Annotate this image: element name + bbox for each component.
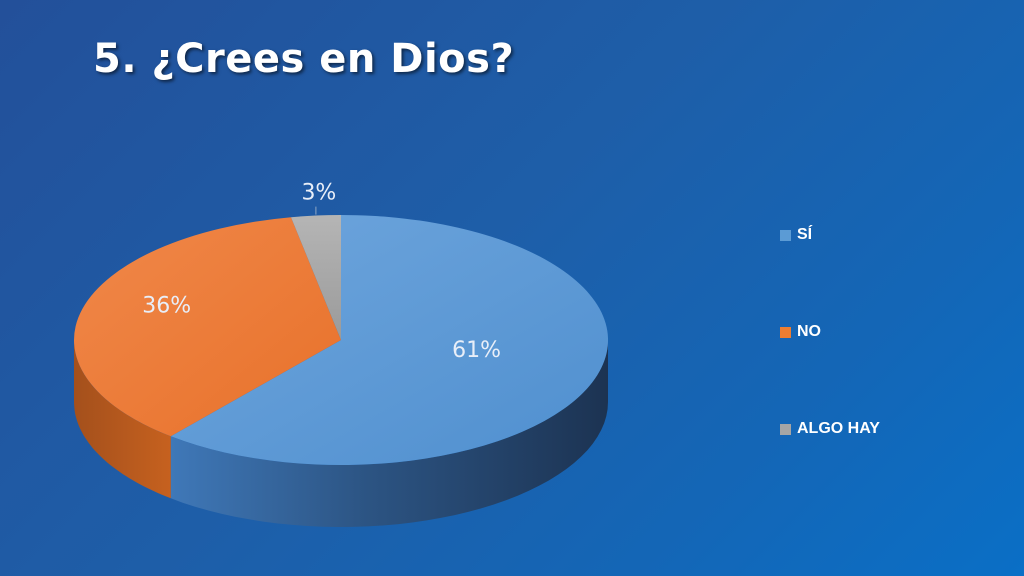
legend-item-no: NO: [780, 323, 821, 341]
slide-title: 5. ¿Crees en Dios?: [93, 36, 515, 82]
pie-group: [73, 214, 609, 527]
pie-slice-no: [73, 217, 341, 437]
legend-item-si: SÍ: [780, 226, 812, 244]
pie-side-si: [170, 340, 609, 527]
pie-labels: 61% 36% 3%: [142, 181, 501, 364]
data-label-si: 61%: [452, 338, 501, 363]
data-label-no: 36%: [142, 294, 191, 319]
legend-swatch: [780, 423, 791, 435]
pie-side-no: [74, 340, 171, 499]
legend-label: SÍ: [797, 226, 813, 243]
data-label-algo-hay: 3%: [301, 181, 336, 206]
legend-label: NO: [797, 323, 821, 340]
legend-swatch: [780, 326, 791, 338]
pie-slice-algo-hay: [291, 214, 341, 340]
legend-item-algo-hay: ALGO HAY: [780, 420, 880, 438]
pie-slice-si: [170, 215, 609, 465]
legend-label: ALGO HAY: [797, 420, 880, 437]
legend-swatch: [780, 229, 791, 241]
